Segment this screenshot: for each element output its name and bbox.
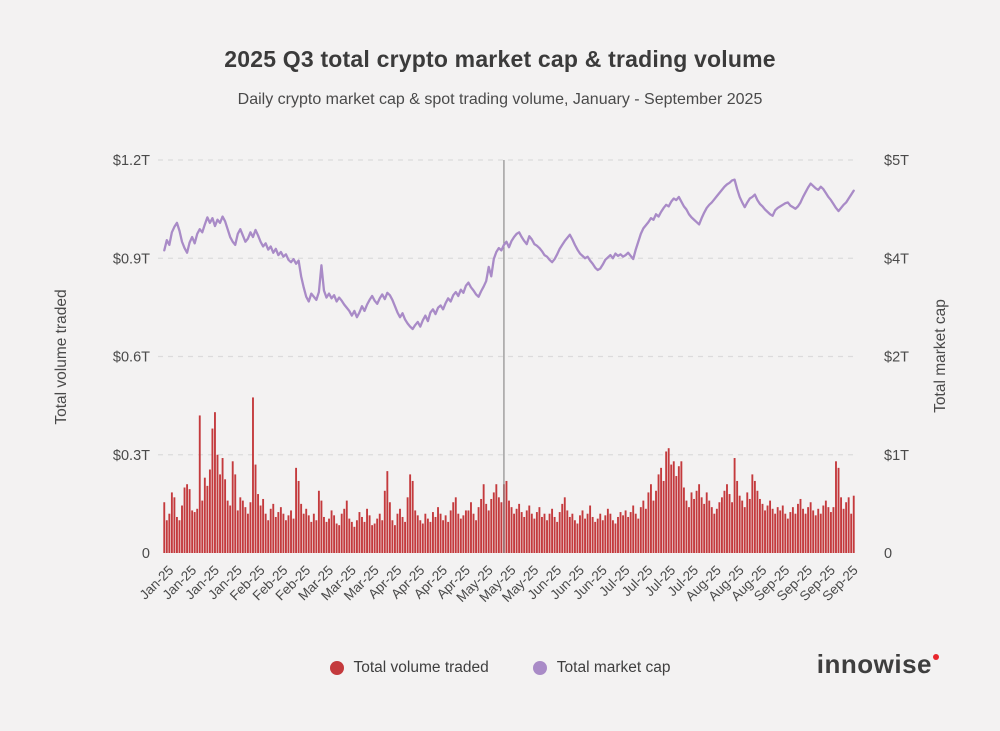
svg-text:$2T: $2T bbox=[884, 350, 909, 366]
legend-item-marketcap: Total market cap bbox=[532, 659, 671, 677]
x-axis-tick-labels: Jan-25Jan-25Jan-25Jan-25Feb-25Feb-25Feb-… bbox=[137, 563, 861, 605]
volume-bars bbox=[163, 397, 855, 553]
legend-item-volume: Total volume traded bbox=[329, 659, 489, 677]
brand-logo-dot-icon bbox=[933, 654, 939, 660]
svg-text:$1.2T: $1.2T bbox=[113, 153, 150, 169]
svg-text:0: 0 bbox=[142, 546, 150, 562]
svg-text:0: 0 bbox=[884, 546, 892, 562]
brand-logo: innowise bbox=[816, 649, 939, 680]
legend-label-marketcap: Total market cap bbox=[556, 659, 671, 676]
gridlines bbox=[158, 159, 858, 456]
svg-text:$0.3T: $0.3T bbox=[113, 448, 150, 464]
chart-legend: Total volume traded Total market cap bbox=[0, 659, 1000, 677]
svg-text:$5T: $5T bbox=[884, 153, 909, 169]
brand-logo-text: innowise bbox=[816, 649, 932, 679]
legend-label-volume: Total volume traded bbox=[353, 659, 489, 676]
chart-subtitle: Daily crypto market cap & spot trading v… bbox=[237, 91, 763, 108]
marketcap-line bbox=[163, 178, 855, 331]
svg-text:$0.6T: $0.6T bbox=[113, 350, 150, 366]
left-axis-tick-labels: 0 $0.3T $0.6T $0.9T $1.2T bbox=[113, 153, 150, 562]
volume-legend-dot-icon bbox=[329, 661, 344, 675]
marketcap-legend-dot-icon bbox=[532, 661, 547, 675]
chart-title: 2025 Q3 total crypto market cap & tradin… bbox=[224, 46, 776, 72]
svg-text:$1T: $1T bbox=[884, 448, 909, 464]
right-axis-tick-labels: 0 $1T $2T $4T $5T bbox=[884, 153, 909, 562]
svg-text:$4T: $4T bbox=[884, 251, 909, 267]
svg-text:$0.9T: $0.9T bbox=[113, 251, 150, 267]
